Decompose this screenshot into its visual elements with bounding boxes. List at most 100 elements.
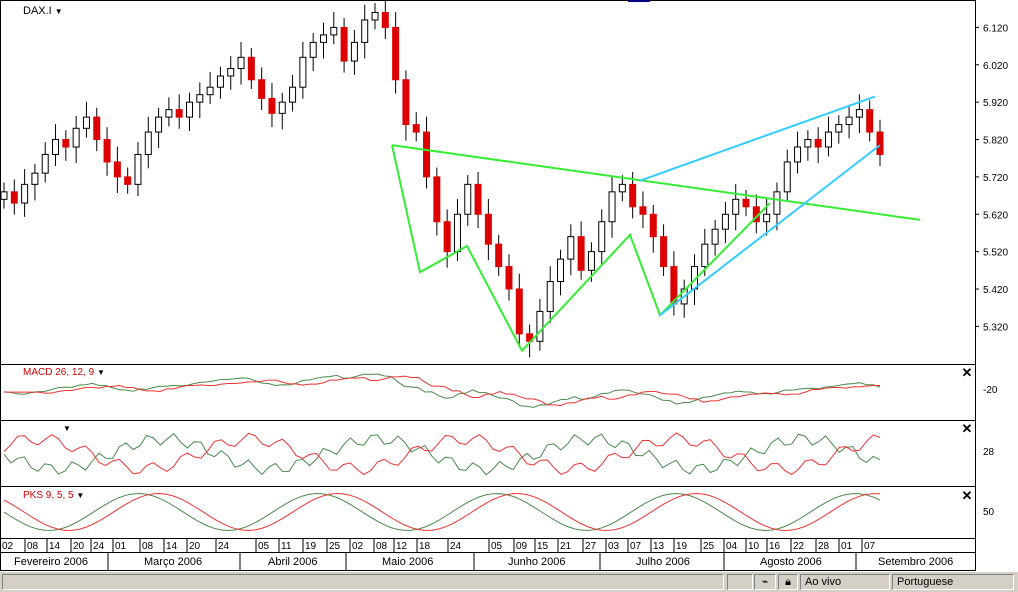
close-indicator2-icon[interactable]: ✕ — [961, 421, 973, 436]
panel-border-0 — [0, 0, 976, 365]
candle-body — [52, 139, 60, 155]
day-label: 19 — [305, 541, 317, 552]
close-macd-icon[interactable]: ✕ — [961, 365, 973, 380]
candle-body — [299, 56, 307, 88]
status-message — [2, 574, 724, 590]
day-label: 05 — [258, 541, 270, 552]
pks-tick: 50 — [983, 507, 995, 518]
day-label: 22 — [793, 541, 805, 552]
day-label: 07 — [864, 541, 876, 552]
panel-border-2 — [0, 420, 976, 487]
candle-body — [443, 221, 451, 253]
y-tick-label: 5.520 — [983, 248, 1008, 259]
candle-body — [165, 109, 173, 118]
day-label: 08 — [142, 541, 154, 552]
candle-body — [340, 26, 348, 62]
panel-border-1 — [0, 364, 976, 421]
candle-body — [309, 41, 317, 58]
day-label: 11 — [281, 541, 292, 552]
day-label: 19 — [676, 541, 688, 552]
candle-body — [227, 68, 235, 77]
y-tick-label: 5.820 — [983, 136, 1008, 147]
macd-label: MACD 26, 12, 9 — [23, 367, 95, 378]
candle-body — [289, 86, 297, 103]
candle-body — [216, 75, 224, 88]
day-label: 21 — [560, 541, 572, 552]
candle-body — [113, 161, 121, 178]
candle-body — [247, 56, 255, 81]
x-axis: 02 08 14 20 24 01 08 14 20 24 05 11 19 25 02 08 12 18 24 05… — [0, 538, 976, 571]
price-panel[interactable]: 6.120 6.020 5.920 5.820 5.720 5.620 5.520 5.420… — [0, 0, 1008, 358]
symbol-selector[interactable]: DAX.I ▼ — [23, 5, 63, 17]
candle-body — [93, 116, 101, 141]
day-label: 20 — [73, 541, 85, 552]
macd-selector[interactable]: MACD 26, 12, 9 ▼ — [23, 367, 105, 378]
candle-body — [155, 116, 163, 133]
day-label: 08 — [27, 541, 39, 552]
candle-body — [660, 236, 668, 268]
day-label: 15 — [537, 541, 549, 552]
candle-body — [598, 221, 606, 253]
indicator2-selector[interactable]: ▼ — [63, 423, 71, 434]
day-label: 24 — [218, 541, 230, 552]
pks-label: PKS 9, 5, 5 — [23, 490, 74, 501]
y-tick-label: 6.120 — [983, 23, 1008, 34]
candle-body — [10, 191, 18, 204]
day-label: 13 — [653, 541, 665, 552]
day-label: 14 — [166, 541, 178, 552]
candle-body — [629, 183, 637, 208]
chart-canvas: 6.120 6.020 5.920 5.820 5.720 5.620 5.520 5.420… — [0, 0, 1008, 571]
day-label: 24 — [93, 541, 105, 552]
candle-body — [763, 213, 771, 223]
channel-upper — [639, 95, 876, 182]
lock-icon[interactable]: 🔒︎ — [778, 574, 798, 590]
candle-body — [845, 116, 853, 126]
candle-body — [824, 131, 832, 148]
x-axis-box — [0, 538, 976, 571]
candle-body — [866, 109, 874, 133]
month-label: Março 2006 — [144, 556, 202, 568]
y-tick-label: 5.620 — [983, 210, 1008, 221]
channel-lower — [659, 144, 881, 316]
close-pks-icon[interactable]: ✕ — [961, 488, 973, 503]
candle-body — [804, 139, 812, 148]
day-label: 25 — [329, 541, 341, 552]
candle-body — [515, 288, 523, 335]
candle-body — [361, 19, 369, 43]
candle-body — [402, 79, 410, 126]
window-tab-marker — [628, 0, 650, 2]
candle-body — [855, 109, 863, 118]
candle-body — [474, 183, 482, 215]
pks-selector[interactable]: PKS 9, 5, 5 ▼ — [23, 490, 84, 501]
day-label: 18 — [419, 541, 431, 552]
indicator-line-a — [3, 432, 881, 476]
chevron-down-icon: ▼ — [96, 368, 105, 377]
candle-body — [381, 11, 389, 28]
day-label: 03 — [608, 541, 620, 552]
day-label: 25 — [703, 541, 715, 552]
month-label: Maio 2006 — [382, 556, 433, 568]
connection-icon[interactable]: ⌁ — [754, 574, 776, 590]
candle-body — [721, 213, 729, 230]
candle-body — [567, 236, 575, 260]
y-tick-label: 5.320 — [983, 322, 1008, 333]
candle-body — [412, 124, 420, 133]
language[interactable]: Portuguese — [892, 574, 1014, 590]
candle-body — [134, 153, 142, 185]
live-mode[interactable]: Ao vivo — [800, 574, 890, 590]
chevron-down-icon: ▼ — [54, 7, 63, 16]
candle-body — [423, 131, 431, 178]
status-bar: ⌁ 🔒︎ Ao vivo Portuguese — [0, 571, 1018, 592]
candle-body — [608, 191, 616, 223]
candle-body — [175, 109, 183, 118]
candle-body — [124, 176, 132, 185]
candle-body — [835, 124, 843, 133]
indicator-line-b — [3, 432, 881, 476]
day-label: 04 — [726, 541, 738, 552]
day-label: 12 — [396, 541, 408, 552]
month-label: Setembro 2006 — [878, 556, 953, 568]
candle-body — [453, 213, 461, 253]
y-tick-label: 6.020 — [983, 61, 1008, 72]
candle-body — [392, 26, 400, 81]
